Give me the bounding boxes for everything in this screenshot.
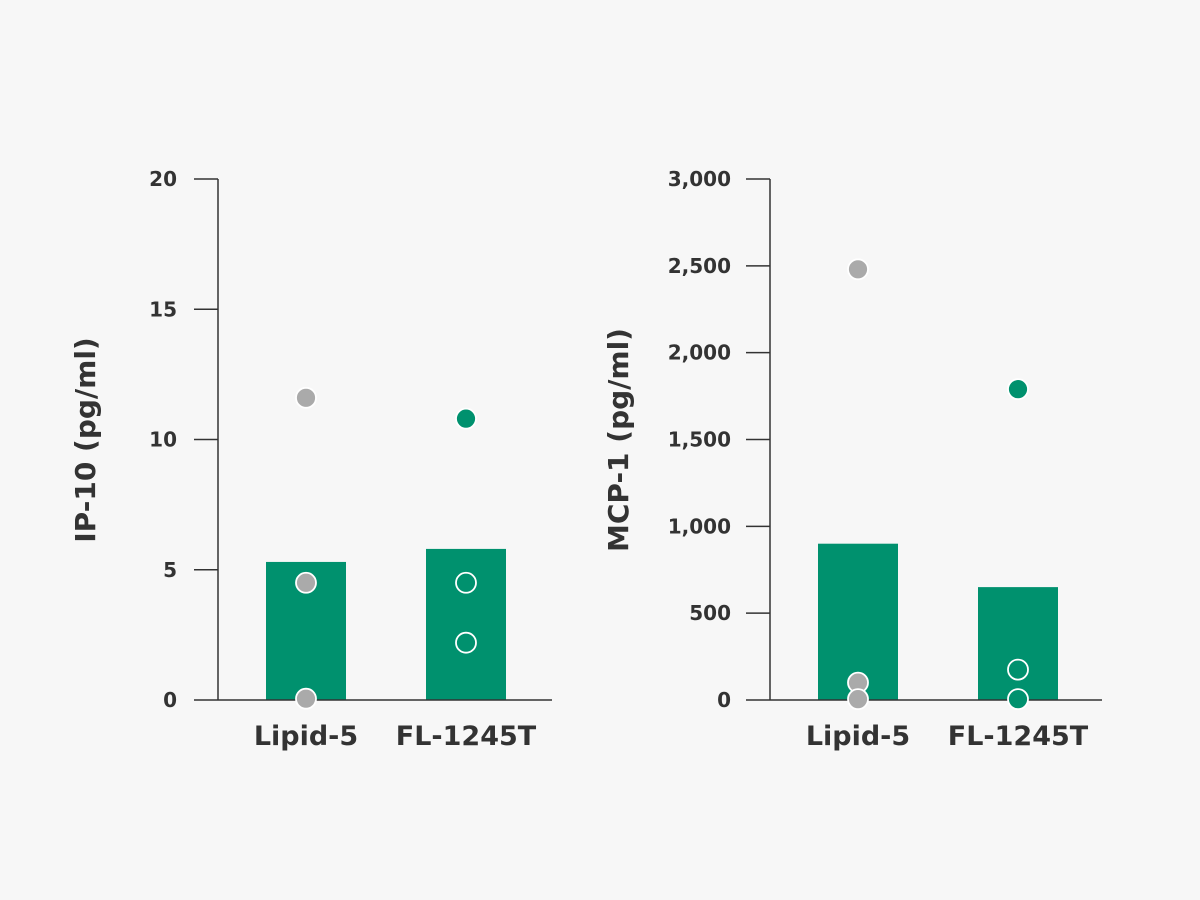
y-tick-label: 1,500 — [668, 428, 731, 452]
y-tick-label: 15 — [149, 297, 177, 321]
y-tick-label: 2,500 — [668, 254, 731, 278]
bar-fl-1245t — [978, 587, 1058, 700]
y-tick-label: 0 — [163, 688, 177, 712]
y-tick-label: 3,000 — [668, 167, 731, 191]
y-tick-label: 2,000 — [668, 341, 731, 365]
ip10-chart-panel: 0 5 10 15 20 Lipid-5 FL-1245T IP-10 (pg/ml) — [69, 167, 552, 752]
mcp1-chart-panel: 0 500 1,000 1,500 2,000 2,500 3,000 Lipid-5 FL-1… — [602, 167, 1102, 752]
y-tick-label: 1,000 — [668, 514, 731, 538]
y-tick-label: 500 — [689, 601, 731, 625]
y-tick-label: 20 — [149, 167, 177, 191]
data-point-fl-1245t — [1007, 658, 1029, 681]
data-point-fl-1245t — [455, 407, 477, 430]
x-category-label: FL-1245T — [396, 721, 537, 752]
data-point-fl-1245t — [455, 631, 477, 654]
data-point-lipid-5 — [847, 688, 869, 711]
data-point-fl-1245t — [1007, 688, 1029, 711]
data-point-lipid-5 — [295, 571, 317, 594]
y-tick-label: 5 — [163, 558, 177, 582]
data-point-fl-1245t — [455, 571, 477, 594]
x-category-label: Lipid-5 — [806, 721, 910, 752]
y-tick-label: 0 — [717, 688, 731, 712]
y-tick-label: 10 — [149, 428, 177, 452]
data-point-fl-1245t — [1007, 378, 1029, 401]
x-category-label: Lipid-5 — [254, 721, 358, 752]
y-axis-title: IP-10 (pg/ml) — [69, 337, 102, 542]
data-point-lipid-5 — [295, 386, 317, 409]
data-point-lipid-5 — [295, 687, 317, 710]
y-axis-title: MCP-1 (pg/ml) — [602, 328, 635, 552]
x-category-label: FL-1245T — [948, 721, 1089, 752]
data-point-lipid-5 — [847, 258, 869, 281]
bar-fl-1245t — [426, 548, 506, 700]
